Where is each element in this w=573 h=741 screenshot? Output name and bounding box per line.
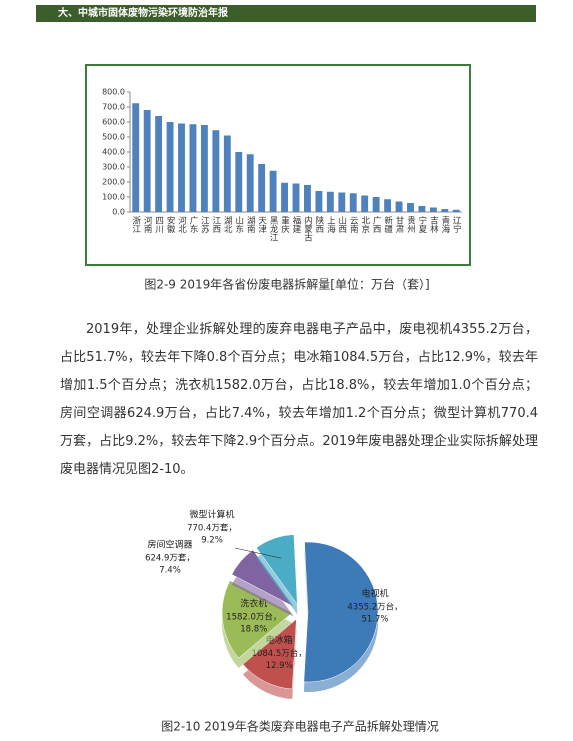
share-label: 12.9%: [266, 661, 293, 671]
x-tick-label: 上海: [325, 216, 335, 234]
bar: [166, 122, 174, 212]
x-tick-label: 河北: [177, 215, 187, 234]
bar: [361, 195, 369, 212]
x-tick-label: 内蒙古: [302, 215, 312, 242]
header-title: 大、中城市固体废物污染环境防治年报: [36, 5, 536, 22]
slice-label: 房间空调器: [147, 539, 192, 551]
x-tick-label: 陕西: [314, 215, 324, 234]
value-label: 1084.5万台，: [252, 648, 307, 659]
y-tick-label: 600.0: [102, 118, 125, 127]
share-label: 9.2%: [201, 536, 223, 546]
value-label: 1582.0万台，: [226, 612, 281, 623]
bar: [258, 164, 266, 212]
x-tick-label: 天津: [257, 216, 267, 234]
chart-caption: 图2-10 2019年各类废弃电器电子产品拆解处理情况: [161, 719, 439, 734]
bar: [155, 116, 163, 212]
share-label: 18.8%: [240, 625, 267, 635]
x-tick-label: 辽宁: [451, 216, 461, 233]
x-tick-label: 安徽: [165, 215, 175, 234]
x-tick-label: 湖北: [222, 216, 232, 234]
chart-caption: 图2-9 2019年各省份废电器拆解量[单位：万台（套）]: [144, 277, 429, 292]
x-tick-label: 云南: [348, 216, 358, 233]
bar: [304, 185, 311, 212]
bar: [326, 191, 334, 212]
x-tick-label: 江西: [211, 216, 221, 234]
bar: [143, 110, 151, 212]
y-tick-label: 100.0: [102, 193, 125, 202]
x-tick-label: 宁夏: [417, 215, 427, 233]
share-label: 51.7%: [361, 615, 388, 625]
slice: [256, 534, 298, 606]
x-tick-label: 河南: [142, 215, 152, 233]
bar: [372, 197, 380, 212]
bar: [418, 206, 426, 212]
x-tick-label: 青海: [440, 215, 450, 234]
bar: [315, 191, 323, 212]
value-label: 4355.2万台，: [347, 602, 402, 613]
bar: [384, 199, 392, 212]
x-tick-label: 山东: [234, 215, 244, 233]
bar: [338, 192, 346, 212]
x-tick-label: 广西: [371, 215, 381, 234]
x-tick-label: 湖南: [245, 216, 255, 233]
bar: [269, 170, 277, 212]
bar: [235, 152, 243, 212]
bar: [189, 124, 197, 212]
x-tick-label: 北京: [360, 216, 370, 234]
x-tick-label: 江苏: [199, 216, 209, 234]
slice: [231, 549, 295, 607]
y-tick-label: 700.0: [102, 103, 125, 112]
bar: [407, 203, 414, 212]
slice: [303, 541, 379, 683]
x-tick-label: 山西: [337, 215, 347, 234]
x-tick-label: 浙江: [131, 215, 141, 234]
bar: [223, 135, 231, 212]
slice: [242, 618, 297, 690]
y-tick-label: 0.0: [112, 208, 125, 217]
y-tick-label: 500.0: [102, 133, 125, 142]
slice-label: 微型计算机: [189, 509, 234, 521]
bar: [281, 182, 288, 212]
bar: [395, 201, 403, 212]
bar: [292, 183, 300, 212]
value-label: 770.4万套，: [187, 523, 237, 534]
bar: [200, 125, 208, 212]
x-tick-label: 广东: [188, 215, 198, 233]
y-tick-label: 400.0: [102, 148, 125, 157]
bar: [441, 209, 449, 212]
bar: [349, 193, 357, 212]
x-tick-label: 吉林: [428, 216, 438, 234]
slice: [221, 580, 293, 659]
bar: [132, 103, 140, 212]
share-label: 7.4%: [159, 566, 181, 576]
leader-line: [234, 547, 282, 559]
paragraph: 2019年，处理企业拆解处理的废弃电器电子产品中，废电视机4355.2万台，占比…: [60, 322, 538, 477]
x-tick-label: 贵州: [405, 215, 415, 233]
y-tick-label: 800.0: [102, 88, 125, 97]
slice-label: 洗衣机: [240, 598, 267, 610]
bar: [178, 123, 185, 212]
x-tick-label: 福建: [291, 215, 301, 234]
bar: [452, 209, 460, 212]
bar: [246, 154, 254, 212]
x-tick-label: 黑龙江: [268, 216, 278, 242]
x-tick-label: 新疆: [383, 215, 393, 234]
value-label: 624.9万套，: [145, 553, 195, 564]
y-tick-label: 200.0: [102, 178, 125, 187]
y-tick-label: 300.0: [102, 163, 125, 172]
x-tick-label: 重庆: [280, 215, 290, 234]
x-tick-label: 四川: [154, 216, 164, 233]
bar: [212, 130, 220, 212]
x-tick-label: 甘肃: [394, 215, 404, 234]
slice-label: 电视机: [361, 588, 388, 600]
bar: [429, 207, 437, 212]
